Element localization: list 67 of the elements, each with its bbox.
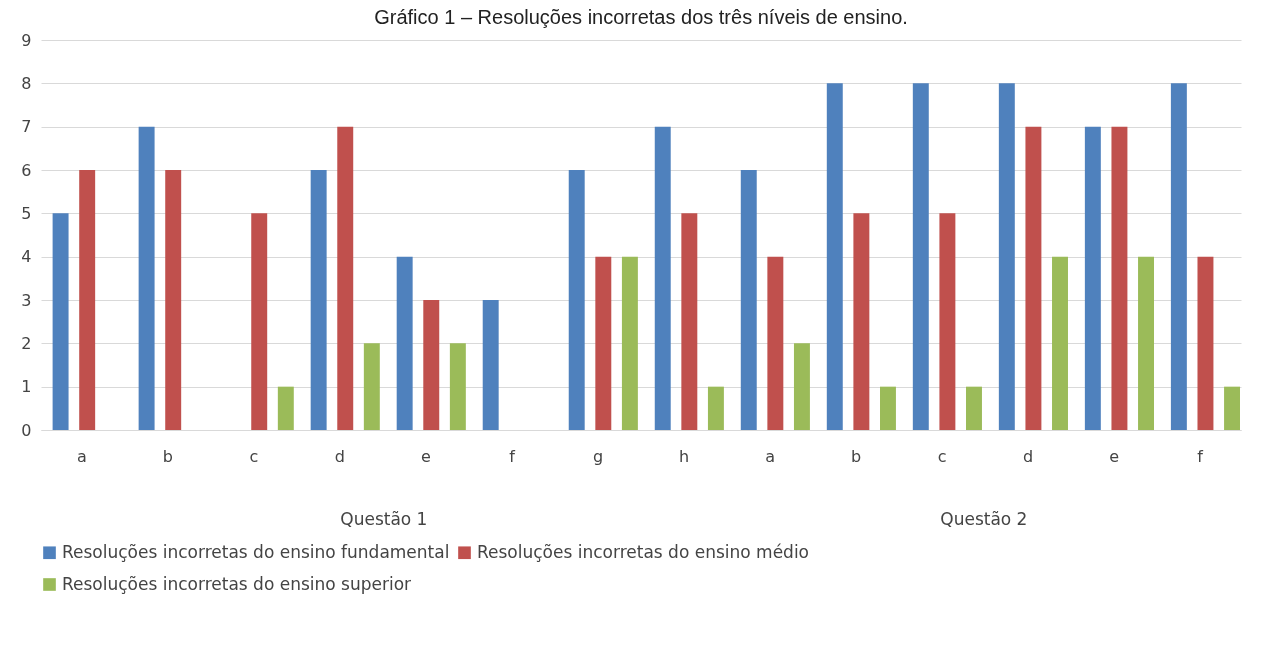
bar [939,213,956,430]
chart-title: Gráfico 1 – Resoluções incorretas dos três níveis de ensino. [374,6,908,28]
bar [707,386,724,430]
x-tick-label: f [509,446,516,466]
x-tick-label: e [421,446,431,466]
bar [1224,386,1241,430]
y-tick-label: 4 [21,247,32,267]
bar [1025,126,1042,430]
bar [52,213,69,430]
y-tick-label: 6 [21,160,32,180]
y-tick-label: 3 [21,290,32,310]
bar [363,343,380,430]
legend-label: Resoluções incorretas do ensino superior [62,573,412,594]
y-tick-label: 5 [21,203,32,223]
y-tick-label: 8 [21,73,32,93]
x-tick-label: d [1023,446,1034,466]
bar [1052,256,1068,430]
bar [1111,126,1128,430]
y-tick-label: 9 [21,30,32,50]
x-tick-label: c [249,446,259,466]
bar [277,386,294,430]
x-tick-label: c [937,446,947,466]
x-tick-label: b [162,446,173,466]
y-tick-label: 2 [21,333,32,353]
x-tick-label: h [678,446,690,466]
bar [396,256,413,430]
x-tick-label: a [76,446,87,466]
x-tick-label: a [765,446,775,466]
text: Questão 2 [940,509,1028,529]
bar [1084,126,1101,430]
bar [568,170,585,430]
legend-label: Resoluções incorretas do ensino fundamental [62,541,450,562]
bar [310,170,327,430]
bar [337,126,354,430]
bar [423,300,440,430]
bar [595,256,612,430]
legend-label: Resoluções incorretas do ensino médio [477,541,810,562]
y-tick-label: 0 [21,420,32,440]
text: Questão 1 [340,509,428,529]
bar [165,170,182,430]
x-tick-label: e [1109,446,1120,466]
bar [879,386,896,430]
bar [251,213,268,430]
bar [138,126,155,430]
bar [826,83,843,430]
x-tick-label: f [1197,446,1204,466]
bar [966,386,982,430]
bar [767,256,784,430]
bar [1197,256,1214,430]
y-tick-label: 7 [21,117,32,137]
bar [998,83,1015,430]
bar [912,83,929,430]
bar [79,170,96,430]
bar [1170,83,1187,430]
bar [621,256,638,430]
bar [681,213,698,430]
x-tick-label: b [850,446,862,466]
bar [654,126,671,430]
bar [482,300,499,430]
bar [1138,256,1154,430]
bar [853,213,870,430]
x-tick-label: g [592,446,604,466]
bar [740,170,757,430]
x-tick-label: d [334,446,345,466]
bar [793,343,810,430]
bar [449,343,466,430]
y-tick-label: 1 [21,377,32,397]
